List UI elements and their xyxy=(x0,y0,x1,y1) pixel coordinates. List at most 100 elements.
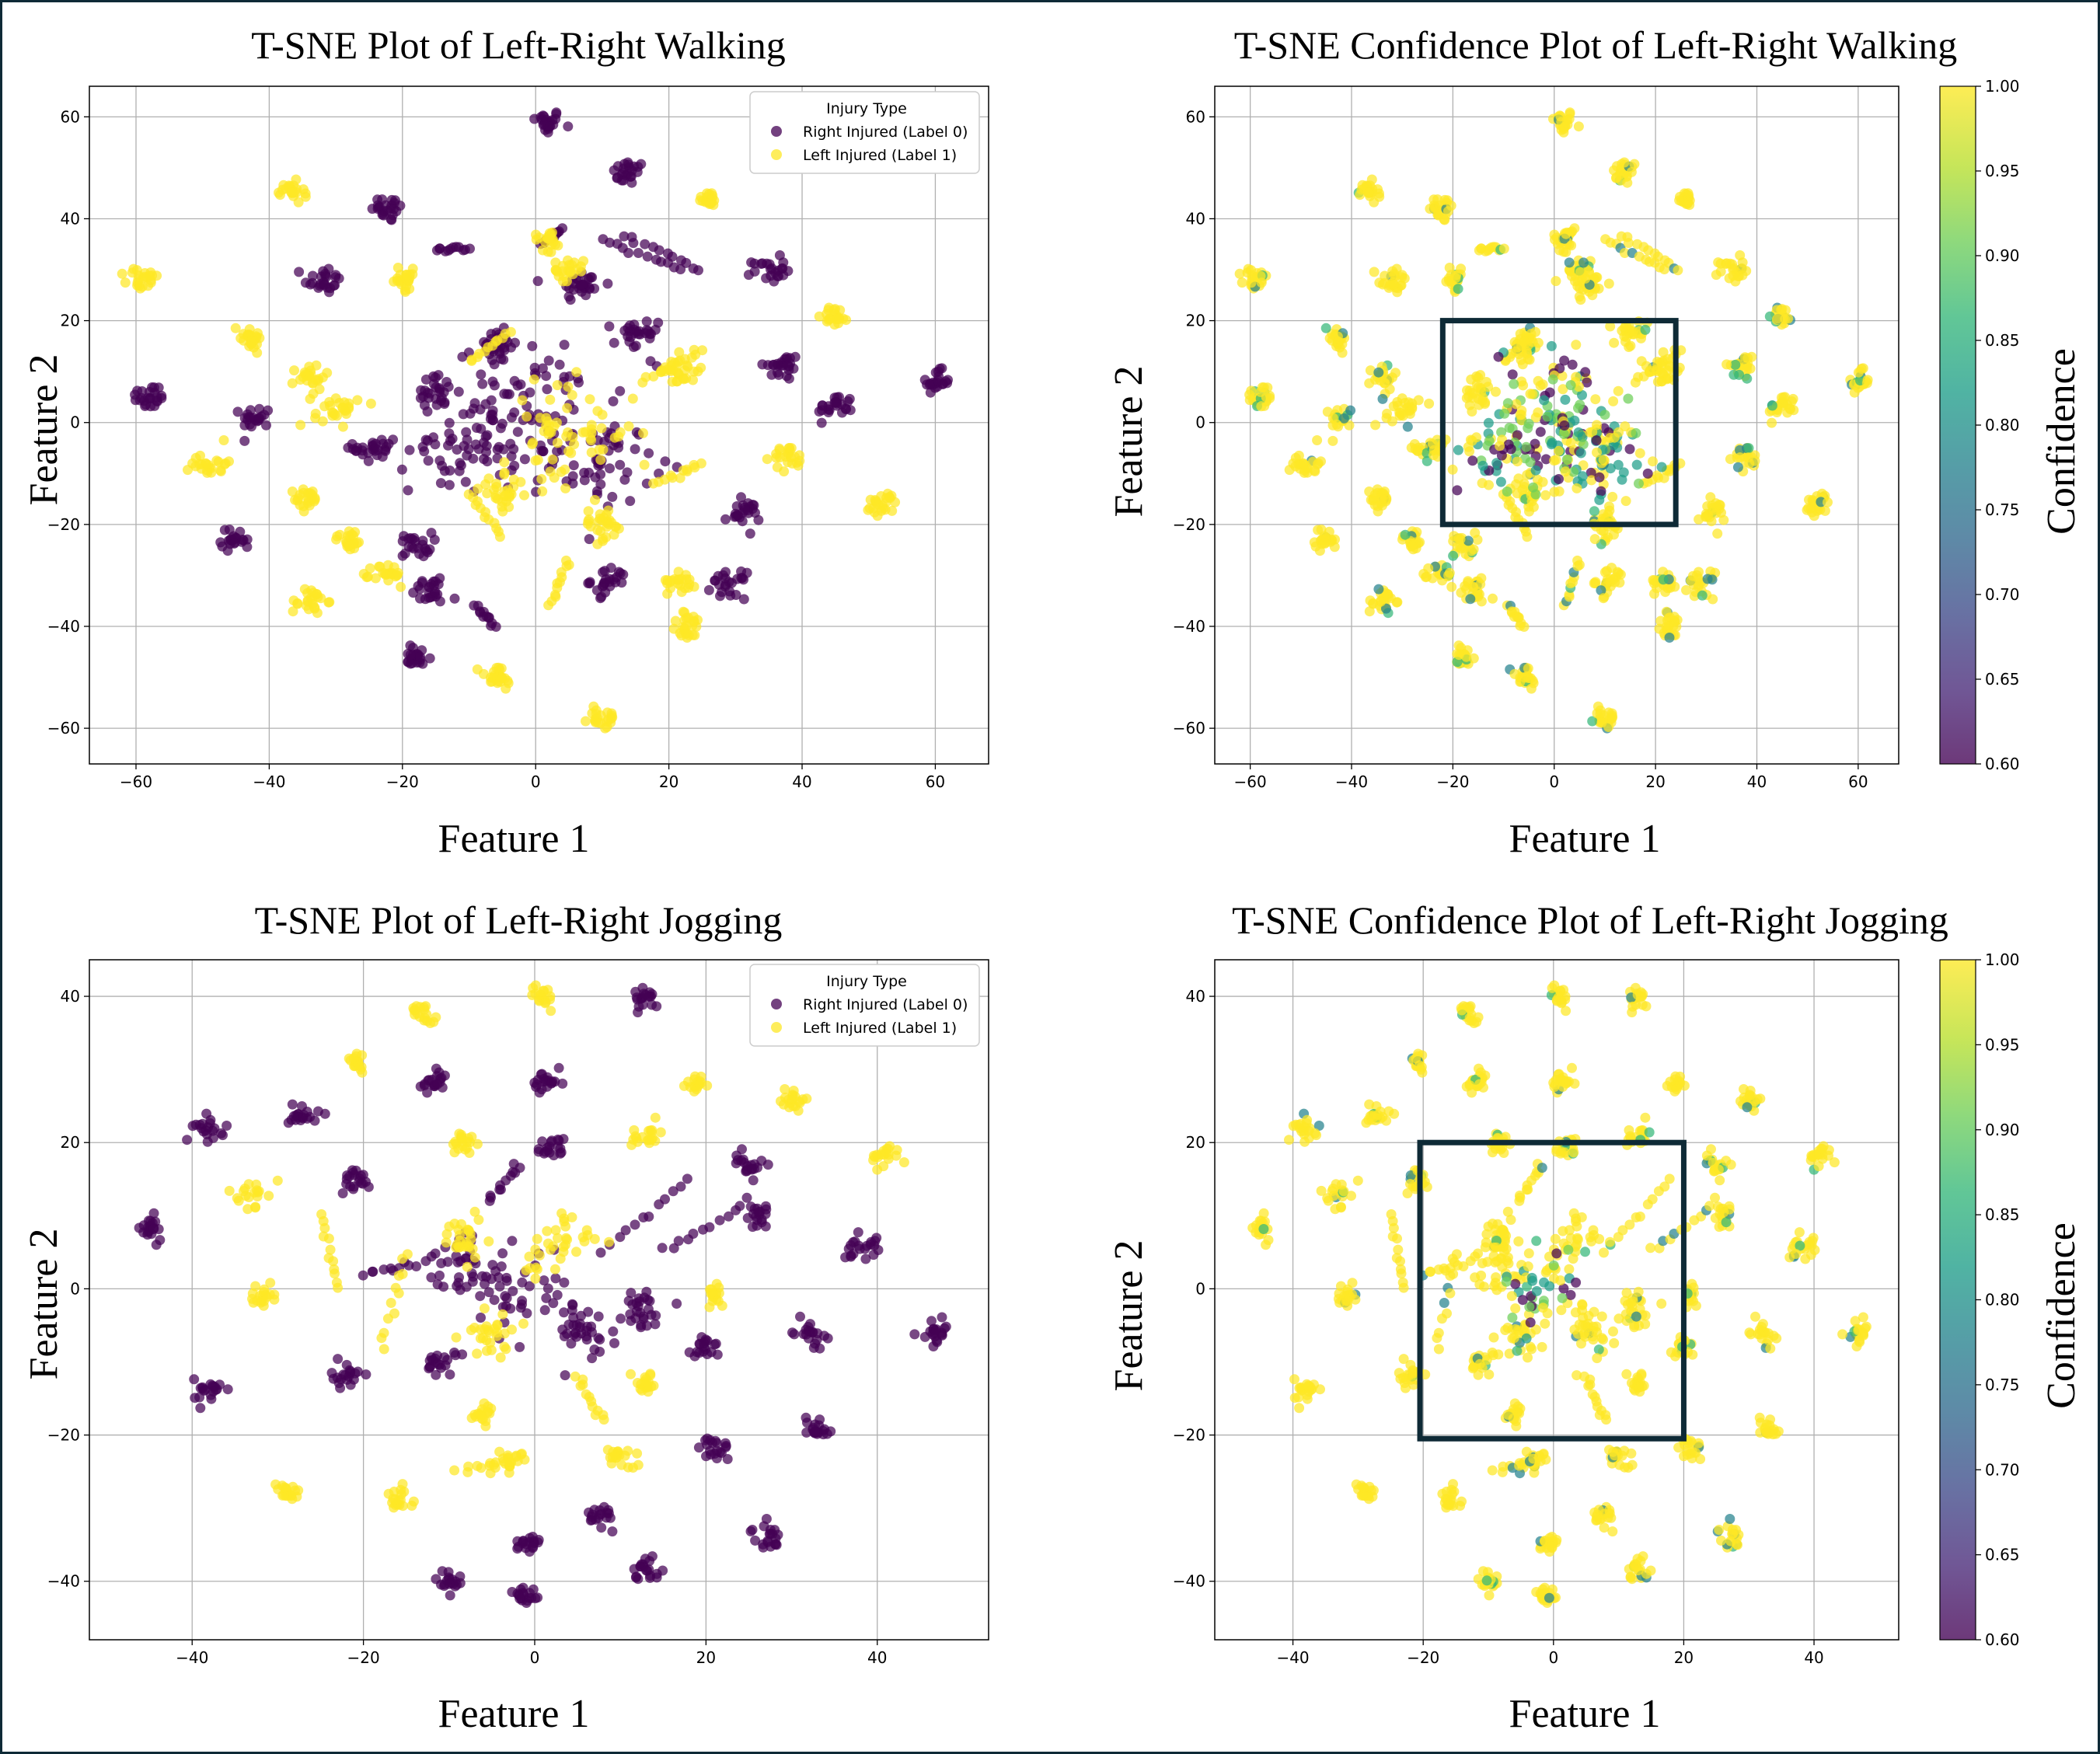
data-point xyxy=(641,316,652,327)
data-point xyxy=(1537,1163,1547,1173)
data-point xyxy=(1289,1374,1299,1385)
data-point xyxy=(1427,573,1438,584)
data-point xyxy=(361,572,372,583)
data-point xyxy=(612,172,623,183)
data-point xyxy=(582,518,593,529)
data-point xyxy=(449,1219,460,1229)
data-point xyxy=(593,1311,604,1322)
data-point xyxy=(449,1465,460,1476)
data-point xyxy=(1690,1448,1701,1458)
data-point xyxy=(650,324,661,335)
data-point xyxy=(515,1302,526,1313)
data-point xyxy=(789,1329,800,1340)
data-point xyxy=(1578,257,1589,268)
data-point xyxy=(539,1275,549,1286)
data-point xyxy=(324,287,334,298)
data-point xyxy=(483,473,494,484)
data-point xyxy=(609,1450,620,1461)
data-point xyxy=(1578,439,1589,450)
data-point xyxy=(1572,555,1583,566)
data-point xyxy=(437,460,448,471)
data-point xyxy=(1531,1236,1542,1247)
data-point xyxy=(1523,673,1534,683)
data-point xyxy=(543,429,554,439)
data-point xyxy=(608,574,619,585)
data-point xyxy=(487,410,498,420)
data-point xyxy=(559,340,570,350)
data-point xyxy=(591,486,602,497)
data-point xyxy=(596,423,607,434)
data-point xyxy=(445,466,455,476)
data-point xyxy=(469,1252,480,1263)
data-point xyxy=(117,268,127,279)
data-point xyxy=(650,1319,661,1330)
data-point xyxy=(682,1173,692,1184)
data-point xyxy=(742,1212,753,1223)
data-point xyxy=(134,1222,145,1233)
scatter-points xyxy=(134,980,951,1608)
data-point xyxy=(706,1288,717,1299)
data-point xyxy=(675,472,685,483)
data-point xyxy=(294,267,305,277)
data-point xyxy=(774,250,785,260)
data-point xyxy=(1370,420,1381,431)
data-point xyxy=(242,534,253,545)
data-point xyxy=(1523,663,1533,674)
data-point xyxy=(1641,361,1652,371)
data-point xyxy=(1627,1574,1638,1585)
data-point xyxy=(1374,188,1384,199)
data-point xyxy=(756,1217,767,1228)
data-point xyxy=(845,405,856,416)
data-point xyxy=(626,1139,637,1150)
data-point xyxy=(640,1379,651,1390)
data-point xyxy=(1770,1428,1781,1439)
data-point xyxy=(1496,450,1507,461)
data-point xyxy=(1461,651,1472,662)
data-point xyxy=(433,370,444,381)
data-point xyxy=(497,673,508,683)
data-point xyxy=(586,447,597,458)
data-point xyxy=(293,197,304,207)
data-point xyxy=(461,427,472,438)
y-tick-label: 40 xyxy=(61,987,80,1006)
data-point xyxy=(571,367,582,378)
data-point xyxy=(1537,379,1548,390)
data-point xyxy=(1554,486,1565,497)
data-point xyxy=(1599,567,1610,577)
data-point xyxy=(749,266,760,277)
data-point xyxy=(660,1194,670,1205)
data-point xyxy=(152,392,162,403)
data-point xyxy=(1482,1257,1493,1268)
data-point xyxy=(1263,1235,1274,1246)
data-point xyxy=(1686,575,1697,586)
data-point xyxy=(1743,452,1753,463)
data-point xyxy=(1467,1363,1478,1374)
data-point xyxy=(1488,593,1498,604)
data-point xyxy=(795,1311,805,1322)
data-point xyxy=(208,1132,218,1143)
chart-title: T-SNE Confidence Plot of Left-Right Walk… xyxy=(1234,23,1958,67)
data-point xyxy=(1634,448,1645,459)
data-point xyxy=(1620,248,1630,258)
data-point xyxy=(1681,584,1691,595)
data-point xyxy=(1837,1329,1848,1340)
data-point xyxy=(1567,1062,1577,1073)
data-point xyxy=(640,371,651,382)
data-point xyxy=(1515,1192,1526,1203)
data-point xyxy=(507,1236,518,1247)
data-point xyxy=(560,483,571,493)
y-tick-label: −40 xyxy=(47,1572,80,1591)
data-point xyxy=(623,157,633,168)
data-point xyxy=(426,1251,437,1262)
legend-marker-label-0 xyxy=(771,126,782,137)
data-point xyxy=(1573,121,1584,132)
data-point xyxy=(1640,324,1651,335)
data-point xyxy=(586,435,597,446)
data-point xyxy=(332,410,342,421)
data-point xyxy=(828,305,839,316)
x-tick-label: −60 xyxy=(1234,772,1267,791)
data-point xyxy=(341,409,352,419)
data-point xyxy=(494,1446,505,1457)
data-point xyxy=(1455,534,1466,545)
